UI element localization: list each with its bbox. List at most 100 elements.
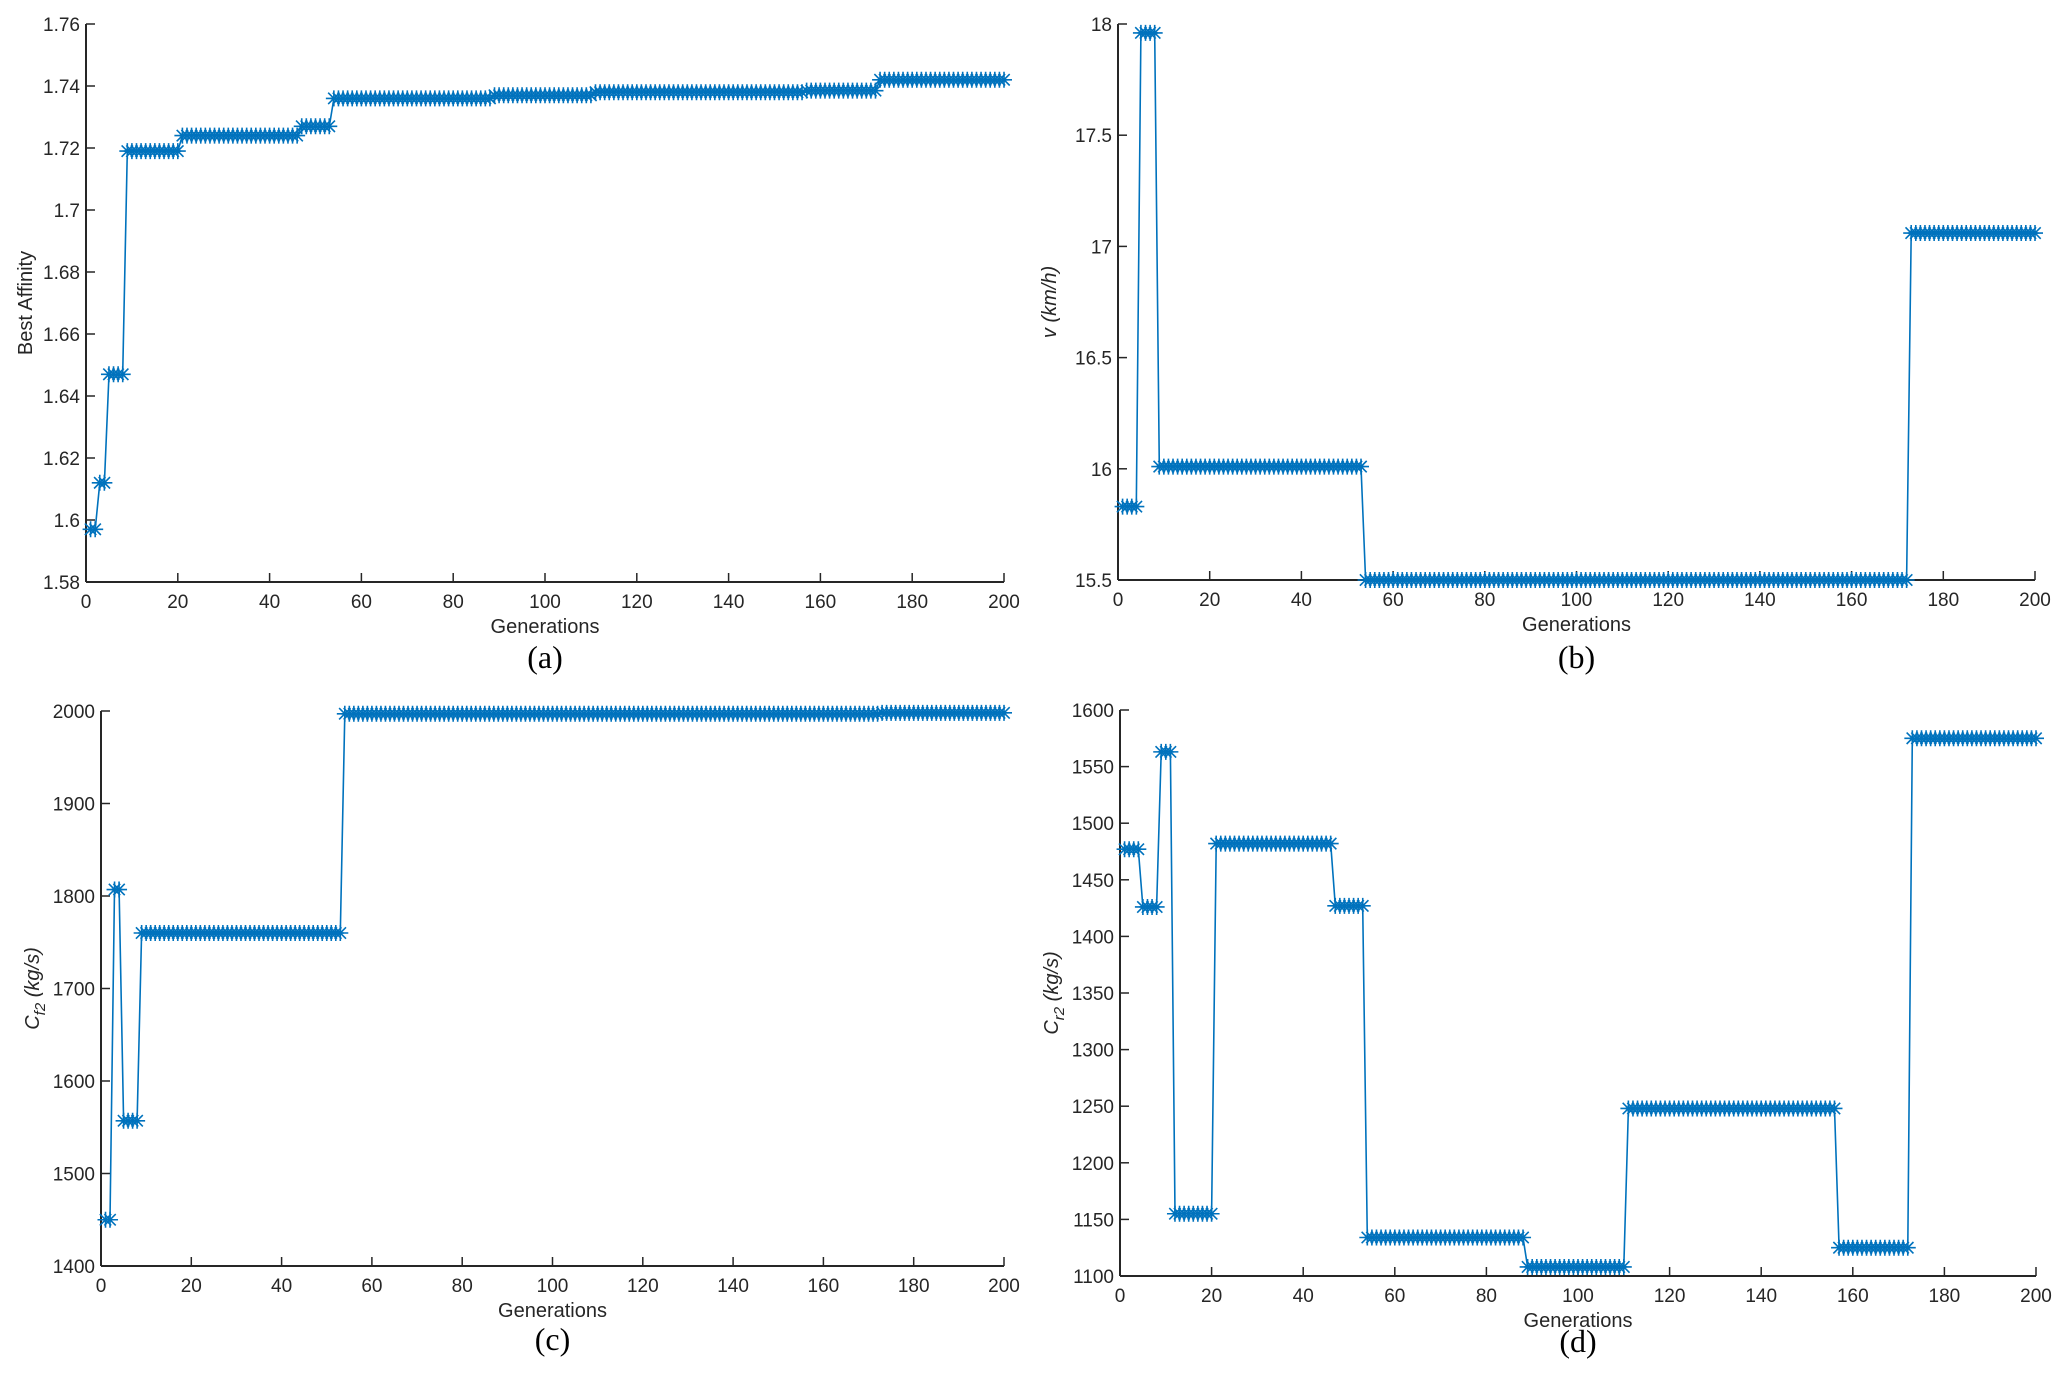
y-axis-label-unit-text: (km/h) [1039,266,1061,323]
x-tick-label: 20 [1201,1286,1222,1307]
x-tick-label: 100 [537,1276,569,1297]
x-tick-label: 100 [1561,590,1593,611]
data-point-marker [1128,498,1145,515]
series-line [105,712,1004,1221]
y-tick-label: 1.62 [43,449,80,470]
data-point-marker [1515,1229,1532,1246]
x-tick-label: 180 [1927,590,1959,611]
x-tick-label: 160 [805,592,837,613]
data-point-marker [1203,1205,1220,1222]
x-tick-label: 160 [808,1276,840,1297]
series-line [90,79,1004,531]
y-tick-label: 1900 [53,795,95,816]
x-axis-label: Generations [498,1300,607,1322]
series-line [1124,737,2036,1268]
chart-panel-d: 0 20 40 60 80 100 120 140 160 180 200 1100 1150 1200 1… [1041,701,2052,1359]
x-tick-label: 120 [1652,590,1684,611]
y-axis-label-unit-text: (kg/s) [1041,951,1063,1001]
x-tick-label: 200 [2019,590,2051,611]
x-tick-label: 100 [1562,1286,1594,1307]
x-tick-label: 140 [1744,590,1776,611]
y-tick-label: 1.66 [43,325,80,346]
data-point-marker [1899,1239,1916,1256]
x-tick-label: 40 [1293,1286,1314,1307]
y-tick-label: 15.5 [1075,571,1112,592]
data-point-marker [332,925,349,941]
y-tick-label: 1200 [1072,1154,1114,1175]
y-tick-label: 1250 [1072,1097,1114,1118]
x-axis-label: Generations [1524,1310,1633,1332]
x-tick-label: 0 [81,592,92,613]
y-axis-label-unit-text: (kg/s) [22,947,44,997]
y-tick-label: 1400 [1072,927,1114,948]
data-point-marker [582,87,599,104]
x-tick-label: 160 [1837,1286,1869,1307]
data-point-marker [169,143,186,160]
x-tick-label: 80 [452,1276,473,1297]
y-tick-label: 16 [1091,460,1112,481]
x-tick-label: 60 [351,592,372,613]
y-tick-label: 1700 [53,980,95,1001]
x-tick-label: 200 [988,1276,1020,1297]
y-tick-label: 1400 [53,1257,95,1278]
x-tick-label: 40 [259,592,280,613]
chart-panel-a: 0 20 40 60 80 100 120 140 160 180 200 1.58 1.6 1.62 1.… [15,15,1020,675]
y-tick-label: 1350 [1072,984,1114,1005]
x-tick-label: 120 [627,1276,659,1297]
x-tick-label: 100 [529,592,561,613]
y-axis-label: Best Affinity [15,251,37,355]
y-axis-label-main: v [1039,327,1061,338]
y-tick-label: 1550 [1072,758,1114,779]
y-axis-label: Cf2 (kg/s) [22,947,49,1030]
x-tick-label: 180 [896,592,928,613]
x-tick-label: 120 [621,592,653,613]
data-point-marker [1826,1100,1843,1117]
data-point-marker [102,1211,119,1228]
y-tick-label: 18 [1091,15,1112,36]
data-point-marker [1353,458,1370,475]
y-tick-label: 1.6 [54,511,80,532]
y-tick-label: 1600 [1072,701,1114,722]
data-point-marker [1162,743,1179,760]
y-tick-label: 1.76 [43,15,80,36]
x-tick-label: 80 [1474,590,1495,611]
data-point-marker [1615,1258,1632,1275]
data-point-marker [129,1112,146,1129]
x-tick-label: 200 [2020,1286,2052,1307]
x-tick-label: 160 [1836,590,1868,611]
x-tick-label: 140 [713,592,745,613]
data-point-marker [794,84,811,101]
x-tick-label: 60 [1383,590,1404,611]
data-point-marker [1898,572,1915,588]
data-point-marker [1322,835,1339,852]
x-tick-label: 120 [1654,1286,1686,1307]
y-tick-label: 1500 [53,1165,95,1186]
x-tick-label: 180 [1929,1286,1961,1307]
data-point-marker [481,90,498,107]
y-axis-label-unit: (km/h) [1039,266,1061,328]
y-tick-label: 1.72 [43,139,80,160]
data-point-marker [289,127,306,144]
panel-caption: (b) [1558,639,1595,675]
panel-caption: (c) [535,1321,571,1357]
chart-panel-b: 0 20 40 60 80 100 120 140 160 180 200 15.5 16 16.5 17 1… [1039,15,2051,675]
y-tick-label: 1.64 [43,387,80,408]
x-axis-label: Generations [491,616,600,638]
x-axis-label: Generations [1522,614,1631,636]
y-axis-label-subscript: r2 [1051,1006,1068,1020]
data-point-marker [867,82,884,99]
x-tick-label: 60 [1384,1286,1405,1307]
y-tick-label: 1.74 [43,77,80,98]
x-tick-label: 60 [361,1276,382,1297]
data-point-marker [996,71,1012,88]
y-axis-label-main: Best Affinity [15,251,37,355]
data-point-marker [87,521,104,538]
x-tick-label: 20 [167,592,188,613]
x-tick-label: 40 [271,1276,292,1297]
y-axis-label-main: C [1041,1020,1063,1035]
y-axis-label: Cr2 (kg/s) [1041,951,1068,1034]
y-axis-label-unit: (kg/s) [1041,951,1063,1007]
data-point-marker [869,705,886,722]
y-tick-label: 2000 [53,702,95,723]
